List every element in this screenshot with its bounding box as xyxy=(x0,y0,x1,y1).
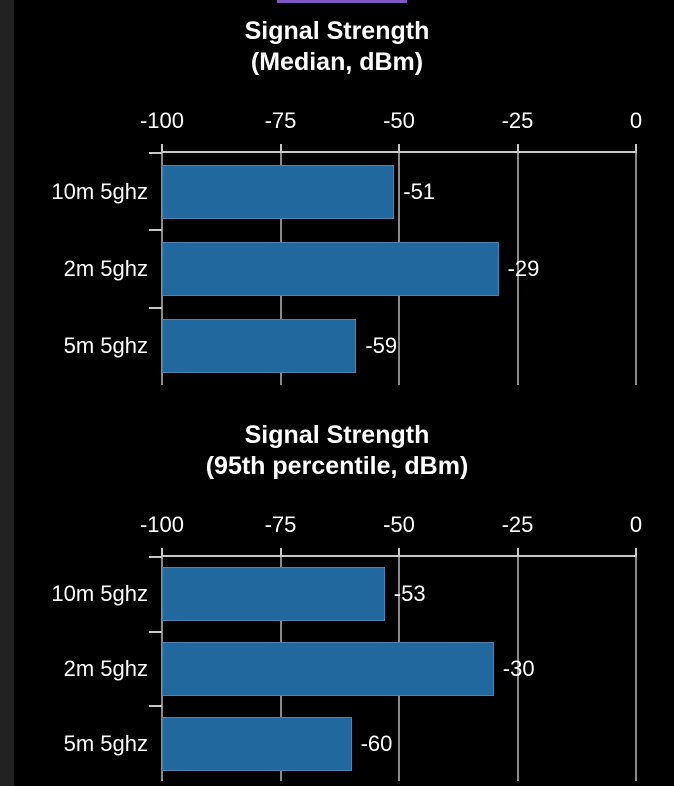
category-label: 10m 5ghz xyxy=(51,581,148,607)
x-tick-mark xyxy=(635,548,637,557)
plot-area: -53 -30 -60 xyxy=(149,555,637,781)
category-label: 2m 5ghz xyxy=(63,256,148,281)
x-tick-mark xyxy=(161,548,163,557)
x-tick-mark xyxy=(398,144,400,153)
x-tick-label: -75 xyxy=(264,512,297,537)
chart-median: Signal Strength (Median, dBm) -51 -29 -59 … xyxy=(0,16,674,385)
category-boundary-tick xyxy=(149,630,162,633)
bar-value-label: -60 xyxy=(360,730,393,756)
bar-5m-5ghz xyxy=(162,319,357,374)
category-boundary-tick xyxy=(149,705,162,708)
x-tick-mark xyxy=(279,548,282,557)
bar-2m-5ghz xyxy=(162,642,494,696)
gridline xyxy=(516,153,519,385)
x-tick-label: -100 xyxy=(139,512,185,537)
bar-value-label: -53 xyxy=(393,581,426,607)
category-label: 5m 5ghz xyxy=(63,730,148,756)
x-tick-mark xyxy=(516,548,519,557)
category-label: 5m 5ghz xyxy=(63,333,148,359)
x-tick-mark xyxy=(398,548,400,557)
chart-title-line2: (Median, dBm) xyxy=(250,48,424,76)
x-tick-label: -100 xyxy=(139,108,185,133)
x-tick-label: -50 xyxy=(383,108,415,133)
chart-title-line1: Signal Strength xyxy=(244,421,430,449)
category-label: 10m 5ghz xyxy=(51,178,148,204)
x-tick-label: -50 xyxy=(383,512,415,537)
x-tick-mark xyxy=(161,144,163,153)
bar-5m-5ghz xyxy=(162,716,352,771)
x-tick-label: 0 xyxy=(629,108,643,133)
bar-value-label: -59 xyxy=(365,333,398,359)
chart-95th-percentile: Signal Strength (95th percentile, dBm) -… xyxy=(0,404,674,786)
category-boundary-tick xyxy=(149,152,162,154)
bar-value-label: -30 xyxy=(502,656,535,681)
bar-value-label: -29 xyxy=(507,256,540,281)
left-edge-strip xyxy=(0,0,14,786)
bar-10m-5ghz xyxy=(162,567,385,622)
category-boundary-tick xyxy=(149,229,162,232)
x-tick-label: -75 xyxy=(264,108,297,133)
bar-2m-5ghz xyxy=(162,242,499,296)
x-tick-mark xyxy=(635,144,637,153)
x-tick-mark xyxy=(279,144,282,153)
gridline xyxy=(635,153,637,385)
gridline xyxy=(516,557,519,781)
x-tick-label: -25 xyxy=(501,512,534,537)
x-tick-mark xyxy=(516,144,519,153)
gridline xyxy=(635,557,637,781)
accent-line xyxy=(277,0,407,3)
plot-area: -51 -29 -59 xyxy=(149,151,637,385)
chart-title: Signal Strength (95th percentile, dBm) xyxy=(0,420,674,482)
category-boundary-tick xyxy=(149,556,162,558)
chart-title-line2: (95th percentile, dBm) xyxy=(205,452,469,480)
bar-value-label: -51 xyxy=(403,178,436,204)
category-label: 2m 5ghz xyxy=(63,656,148,681)
x-tick-label: -25 xyxy=(501,108,534,133)
x-tick-label: 0 xyxy=(629,512,643,537)
chart-title-line1: Signal Strength xyxy=(244,17,430,45)
bar-10m-5ghz xyxy=(162,164,395,219)
category-boundary-tick xyxy=(149,306,162,309)
chart-title: Signal Strength (Median, dBm) xyxy=(0,16,674,78)
